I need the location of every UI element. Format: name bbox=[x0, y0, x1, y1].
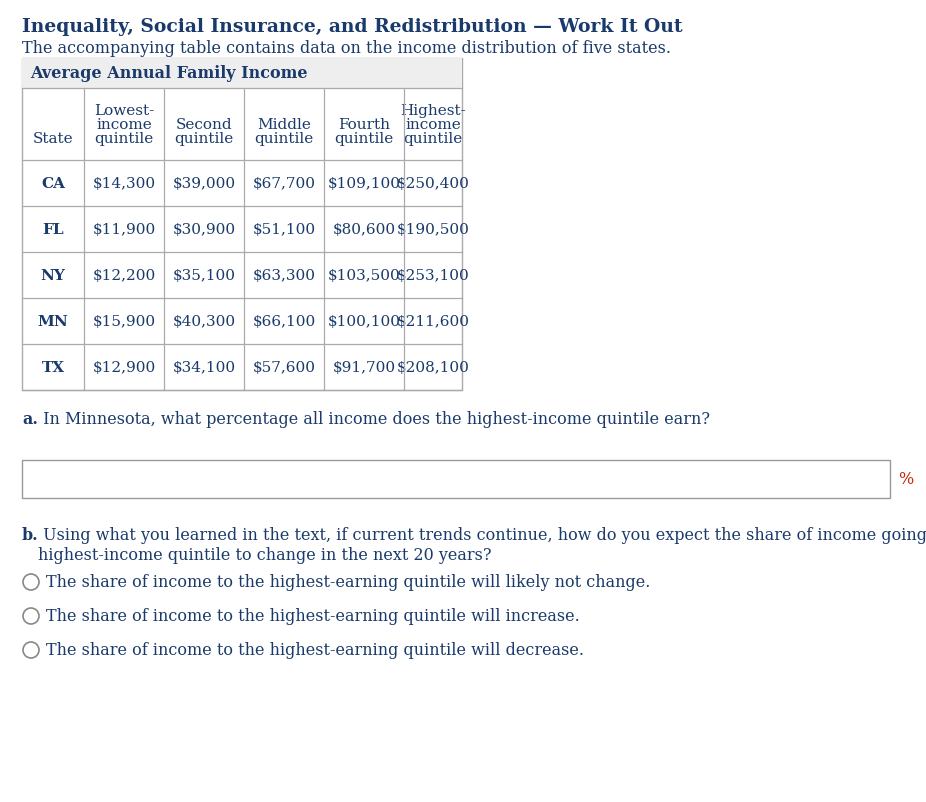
Text: $40,300: $40,300 bbox=[172, 314, 235, 329]
Text: $100,100: $100,100 bbox=[328, 314, 401, 329]
Text: The share of income to the highest-earning quintile will likely not change.: The share of income to the highest-earni… bbox=[46, 573, 650, 591]
Text: $190,500: $190,500 bbox=[396, 223, 469, 237]
Text: income: income bbox=[406, 118, 461, 132]
Bar bbox=[22, 460, 890, 498]
Text: Inequality, Social Insurance, and Redistribution — Work It Out: Inequality, Social Insurance, and Redist… bbox=[22, 18, 682, 36]
Text: Middle: Middle bbox=[257, 118, 311, 132]
Text: $66,100: $66,100 bbox=[253, 314, 316, 329]
Text: $39,000: $39,000 bbox=[172, 176, 235, 191]
Text: $211,600: $211,600 bbox=[396, 314, 469, 329]
Text: NY: NY bbox=[41, 269, 66, 282]
Text: MN: MN bbox=[38, 314, 69, 329]
Text: The share of income to the highest-earning quintile will increase.: The share of income to the highest-earni… bbox=[46, 608, 580, 625]
Text: The accompanying table contains data on the income distribution of five states.: The accompanying table contains data on … bbox=[22, 40, 671, 57]
Text: quintile: quintile bbox=[255, 132, 314, 146]
Text: quintile: quintile bbox=[174, 132, 233, 146]
Text: Fourth: Fourth bbox=[338, 118, 390, 132]
Circle shape bbox=[23, 642, 39, 658]
Text: $103,500: $103,500 bbox=[328, 269, 400, 282]
Text: quintile: quintile bbox=[334, 132, 394, 146]
Text: $80,600: $80,600 bbox=[332, 223, 395, 237]
Bar bbox=[22, 59, 462, 89]
Text: $14,300: $14,300 bbox=[93, 176, 156, 191]
Text: Using what you learned in the text, if current trends continue, how do you expec: Using what you learned in the text, if c… bbox=[38, 526, 926, 563]
Text: a.: a. bbox=[22, 411, 38, 427]
Text: $51,100: $51,100 bbox=[253, 223, 316, 237]
Text: $34,100: $34,100 bbox=[172, 361, 235, 375]
Text: $57,600: $57,600 bbox=[253, 361, 316, 375]
Text: $63,300: $63,300 bbox=[253, 269, 316, 282]
Text: State: State bbox=[32, 132, 73, 146]
Text: income: income bbox=[96, 118, 152, 132]
Text: $35,100: $35,100 bbox=[172, 269, 235, 282]
Text: %: % bbox=[898, 471, 913, 488]
Text: b.: b. bbox=[22, 526, 39, 543]
Text: Highest-: Highest- bbox=[400, 104, 466, 118]
Text: In Minnesota, what percentage all income does the highest-income quintile earn?: In Minnesota, what percentage all income… bbox=[38, 411, 710, 427]
Circle shape bbox=[23, 574, 39, 590]
Text: $15,900: $15,900 bbox=[93, 314, 156, 329]
Text: CA: CA bbox=[41, 176, 65, 191]
Text: Lowest-: Lowest- bbox=[94, 104, 154, 118]
Text: $250,400: $250,400 bbox=[396, 176, 469, 191]
Text: $11,900: $11,900 bbox=[93, 223, 156, 237]
Text: quintile: quintile bbox=[404, 132, 463, 146]
Text: TX: TX bbox=[42, 361, 65, 375]
Text: $12,900: $12,900 bbox=[93, 361, 156, 375]
Circle shape bbox=[23, 608, 39, 624]
Text: $109,100: $109,100 bbox=[328, 176, 401, 191]
Text: quintile: quintile bbox=[94, 132, 154, 146]
Bar bbox=[22, 59, 462, 391]
Text: $12,200: $12,200 bbox=[93, 269, 156, 282]
Text: The share of income to the highest-earning quintile will decrease.: The share of income to the highest-earni… bbox=[46, 642, 584, 658]
Text: Second: Second bbox=[176, 118, 232, 132]
Text: $253,100: $253,100 bbox=[396, 269, 469, 282]
Text: FL: FL bbox=[43, 223, 64, 237]
Text: $67,700: $67,700 bbox=[253, 176, 316, 191]
Text: $30,900: $30,900 bbox=[172, 223, 235, 237]
Text: $91,700: $91,700 bbox=[332, 361, 395, 375]
Text: $208,100: $208,100 bbox=[396, 361, 469, 375]
Text: Average Annual Family Income: Average Annual Family Income bbox=[30, 66, 307, 83]
